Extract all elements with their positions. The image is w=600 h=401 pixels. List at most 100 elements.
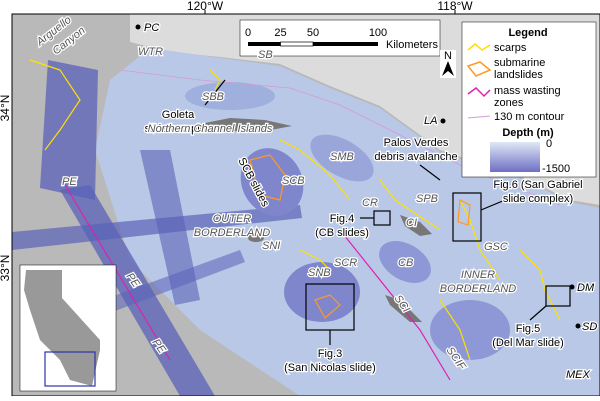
feature-label: CR — [362, 197, 378, 209]
feature-label: CI — [406, 217, 417, 229]
feature-label: SCB — [282, 175, 305, 187]
feature-label: SPB — [416, 193, 438, 205]
leader — [529, 305, 547, 321]
callout: debris avalanche — [374, 151, 457, 163]
callout: (CB slides) — [315, 227, 369, 239]
callout: Fig.3 — [318, 348, 342, 360]
scarp — [439, 299, 471, 361]
place-marker — [575, 323, 581, 329]
scale-tick: 25 — [274, 27, 286, 39]
scale-box — [239, 19, 441, 57]
feature-label: BORDERLAND — [194, 227, 270, 239]
feature-label: SMB — [330, 151, 354, 163]
legend-item: mass wasting — [494, 85, 561, 97]
scarp — [279, 139, 351, 201]
feature-label: SB — [258, 49, 273, 61]
depth-title: Depth (m) — [502, 127, 554, 139]
inset-state — [24, 270, 100, 386]
landslide — [457, 199, 471, 226]
callout: Fig.4 — [330, 213, 354, 225]
scale-tick: 50 — [307, 27, 319, 39]
legend-symbol — [466, 61, 492, 77]
scale-tick: 0 — [245, 27, 251, 39]
island — [195, 118, 292, 132]
legend-item: zones — [494, 97, 524, 109]
scale-segment — [248, 42, 281, 46]
place-label: LA — [424, 115, 437, 127]
place-label: SD — [582, 321, 597, 333]
scarp — [379, 179, 441, 231]
survey-swath — [140, 150, 200, 305]
basin — [310, 134, 374, 182]
legend-symbol — [467, 43, 491, 51]
survey-swath — [40, 60, 98, 200]
scarp — [209, 69, 221, 91]
feature-label: OUTER — [213, 213, 252, 225]
fig-box — [545, 285, 571, 307]
place-label: DM — [577, 282, 595, 294]
callout: Palos Verdes — [384, 137, 449, 149]
feature-label: GSC — [484, 241, 508, 253]
depth-ramp — [490, 142, 540, 172]
fig-box — [452, 192, 482, 242]
basin — [430, 300, 510, 360]
island — [400, 215, 432, 236]
place-marker — [440, 118, 446, 124]
lon-label: 118°W — [437, 0, 473, 13]
legend-title: Legend — [508, 27, 547, 39]
legend-item: landslides — [494, 69, 543, 81]
feature-label: SNB — [308, 267, 331, 279]
callout: Fig.6 (San Gabriel — [493, 179, 582, 191]
callout: slide complex) — [503, 193, 573, 205]
feature-label: SCR — [334, 257, 357, 269]
scarp — [29, 59, 81, 151]
legend-item: scarps — [494, 42, 527, 54]
scale-unit: Kilometers — [386, 39, 438, 51]
landslide — [249, 154, 286, 201]
legend-symbol — [467, 87, 491, 98]
survey-swath — [12, 205, 302, 250]
depth-label: 0 — [546, 138, 552, 150]
lon-label: 120°W — [187, 0, 224, 13]
scale-segment — [280, 41, 314, 47]
scale-segment — [313, 42, 378, 46]
callout: (Del Mar slide) — [492, 337, 564, 349]
feature-label: WTR — [138, 46, 163, 58]
callout: Goleta — [162, 109, 195, 121]
basin — [284, 262, 360, 322]
scarp — [299, 249, 331, 271]
mass-wasting — [64, 184, 171, 361]
place-label: PC — [144, 22, 159, 34]
mass-wasting — [339, 229, 451, 381]
feature-label: SNI — [262, 240, 280, 252]
callout: slide complex — [145, 123, 212, 135]
lat-label: 34°N — [0, 95, 12, 122]
legend-item: 130 m contour — [494, 111, 565, 123]
feature-label: BORDERLAND — [440, 283, 516, 295]
place-marker — [569, 284, 575, 290]
feature-label: PE — [62, 176, 77, 188]
inset-extent — [44, 351, 96, 387]
feature-label: INNER — [461, 269, 495, 281]
callout: (San Nicolas slide) — [284, 362, 376, 374]
scarp — [459, 199, 501, 281]
lat-label: 33°N — [0, 255, 12, 282]
leader — [204, 79, 226, 106]
place-label: MEX — [566, 369, 591, 381]
feature-label: Northern Channel Islands — [148, 123, 273, 135]
feature-label: CB — [398, 257, 413, 269]
island — [248, 234, 264, 242]
legend-symbol — [467, 115, 491, 119]
feature-label: SBB — [202, 91, 224, 103]
scarp — [519, 249, 561, 321]
callout: Fig.5 — [516, 323, 540, 335]
depth-label: -1500 — [542, 163, 570, 175]
legend-item: submarine — [494, 57, 545, 69]
landslide — [314, 294, 341, 319]
north-label: N — [444, 50, 452, 62]
leader — [480, 199, 506, 211]
scale-tick: 100 — [369, 27, 387, 39]
basin — [240, 148, 304, 216]
place-marker — [135, 24, 141, 30]
